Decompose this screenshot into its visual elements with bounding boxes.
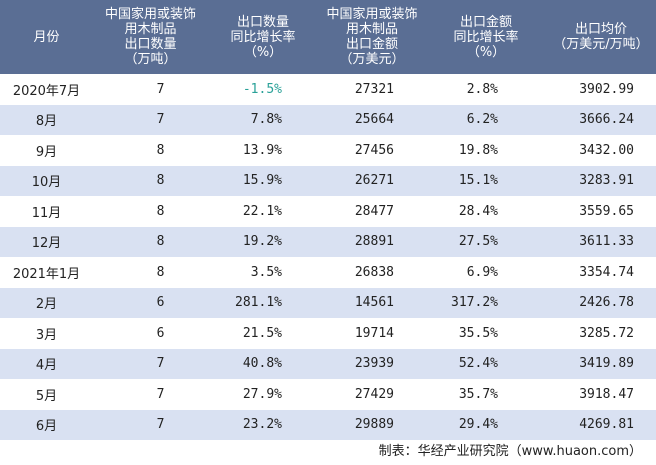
table-row: 9月 8 13.9% 27456 19.8% 3432.00	[0, 135, 656, 166]
table-row: 4月 7 40.8% 23939 52.4% 3419.89	[0, 348, 656, 379]
cell-quantity: 8	[156, 203, 165, 219]
cell-amount: 28891	[354, 234, 394, 250]
table-row: 6月 7 23.2% 29889 29.4% 4269.81	[0, 409, 656, 440]
cell-month: 8月	[35, 114, 58, 130]
cell-price: 3419.89	[579, 356, 634, 372]
cell-amount: 23939	[354, 356, 394, 372]
cell-quantity: 8	[156, 142, 165, 158]
cell-amount-growth: 29.4%	[458, 417, 498, 433]
cell-quantity: 8	[156, 234, 165, 250]
cell-amount-growth: 6.2%	[466, 112, 498, 128]
cell-amount-growth: 35.5%	[458, 325, 498, 341]
cell-quantity-growth: 23.2%	[242, 417, 282, 433]
cell-quantity-growth: 7.8%	[250, 112, 282, 128]
table-body: 2020年7月 7 -1.5% 27321 2.8% 3902.99 8月 7 …	[0, 74, 656, 440]
cell-quantity-growth: 27.9%	[242, 386, 282, 402]
cell-amount: 27321	[354, 81, 394, 97]
cell-price: 4269.81	[579, 417, 634, 433]
cell-amount: 26838	[354, 264, 394, 280]
cell-price: 3611.33	[579, 234, 634, 250]
cell-month: 10月	[31, 175, 62, 191]
header-export-amount: 中国家用或装饰 用木制品 出口金额 （万美元）	[326, 7, 418, 67]
cell-price: 3283.91	[579, 173, 634, 189]
cell-month: 5月	[35, 388, 58, 404]
cell-amount: 29889	[354, 417, 394, 433]
cell-price: 3666.24	[579, 112, 634, 128]
header-average-price: 出口均价 （万美元/万吨）	[553, 22, 649, 52]
cell-price: 3285.72	[579, 325, 634, 341]
table-row: 5月 7 27.9% 27429 35.7% 3918.47	[0, 379, 656, 410]
cell-month: 11月	[31, 205, 62, 221]
cell-amount: 26271	[354, 173, 394, 189]
source-footer: 制表：华经产业研究院（www.huaon.com）	[378, 444, 642, 459]
cell-month: 4月	[35, 358, 58, 374]
cell-month: 3月	[35, 327, 58, 343]
cell-price: 3902.99	[579, 81, 634, 97]
cell-quantity-growth: 281.1%	[235, 295, 282, 311]
header-export-quantity: 中国家用或装饰 用木制品 出口数量 （万吨）	[104, 7, 196, 67]
export-data-table: 月份 中国家用或装饰 用木制品 出口数量 （万吨） 出口数量 同比增长率 （%）…	[0, 0, 656, 440]
table-row: 8月 7 7.8% 25664 6.2% 3666.24	[0, 104, 656, 135]
cell-quantity-growth: 21.5%	[242, 325, 282, 341]
cell-price: 3918.47	[579, 386, 634, 402]
cell-quantity: 6	[156, 295, 165, 311]
table-row: 2月 6 281.1% 14561 317.2% 2426.78	[0, 287, 656, 318]
cell-month: 12月	[31, 236, 62, 252]
cell-quantity: 8	[156, 264, 165, 280]
cell-quantity-growth: 40.8%	[242, 356, 282, 372]
cell-quantity-growth: 3.5%	[250, 264, 282, 280]
cell-quantity-growth: 15.9%	[242, 173, 282, 189]
table-row: 2020年7月 7 -1.5% 27321 2.8% 3902.99	[0, 74, 656, 105]
cell-quantity: 7	[156, 112, 165, 128]
header-amount-growth: 出口金额 同比增长率 （%）	[453, 14, 519, 60]
cell-amount-growth: 2.8%	[466, 81, 498, 97]
cell-price: 3432.00	[579, 142, 634, 158]
cell-amount-growth: 27.5%	[458, 234, 498, 250]
cell-quantity-growth: -1.5%	[242, 81, 282, 97]
cell-amount-growth: 19.8%	[458, 142, 498, 158]
cell-quantity: 7	[156, 417, 165, 433]
cell-amount-growth: 317.2%	[451, 295, 498, 311]
cell-quantity: 8	[156, 173, 165, 189]
cell-price: 3354.74	[579, 264, 634, 280]
cell-quantity: 7	[156, 81, 165, 97]
cell-quantity: 7	[156, 386, 165, 402]
cell-quantity: 6	[156, 325, 165, 341]
cell-amount-growth: 6.9%	[466, 264, 498, 280]
header-row: 月份 中国家用或装饰 用木制品 出口数量 （万吨） 出口数量 同比增长率 （%）…	[0, 0, 656, 74]
cell-amount-growth: 28.4%	[458, 203, 498, 219]
table-row: 12月 8 19.2% 28891 27.5% 3611.33	[0, 226, 656, 257]
cell-amount: 27456	[354, 142, 394, 158]
cell-amount-growth: 35.7%	[458, 386, 498, 402]
cell-amount: 25664	[354, 112, 394, 128]
cell-month: 9月	[35, 144, 58, 160]
cell-amount: 27429	[354, 386, 394, 402]
table-row: 3月 6 21.5% 19714 35.5% 3285.72	[0, 318, 656, 349]
cell-amount-growth: 52.4%	[458, 356, 498, 372]
header-quantity-growth: 出口数量 同比增长率 （%）	[230, 14, 296, 60]
cell-price: 2426.78	[579, 295, 634, 311]
cell-quantity-growth: 22.1%	[242, 203, 282, 219]
table-row: 10月 8 15.9% 26271 15.1% 3283.91	[0, 165, 656, 196]
cell-month: 2021年1月	[12, 266, 81, 282]
cell-month: 6月	[35, 419, 58, 435]
cell-price: 3559.65	[579, 203, 634, 219]
table-row: 11月 8 22.1% 28477 28.4% 3559.65	[0, 196, 656, 227]
cell-quantity-growth: 19.2%	[242, 234, 282, 250]
cell-amount: 14561	[354, 295, 394, 311]
header-month: 月份	[33, 29, 60, 45]
cell-amount: 28477	[354, 203, 394, 219]
cell-amount-growth: 15.1%	[458, 173, 498, 189]
cell-month: 2月	[35, 297, 58, 313]
cell-month: 2020年7月	[12, 83, 81, 99]
cell-quantity: 7	[156, 356, 165, 372]
cell-amount: 19714	[354, 325, 394, 341]
cell-quantity-growth: 13.9%	[242, 142, 282, 158]
table-row: 2021年1月 8 3.5% 26838 6.9% 3354.74	[0, 257, 656, 288]
table-header: 月份 中国家用或装饰 用木制品 出口数量 （万吨） 出口数量 同比增长率 （%）…	[0, 0, 656, 74]
